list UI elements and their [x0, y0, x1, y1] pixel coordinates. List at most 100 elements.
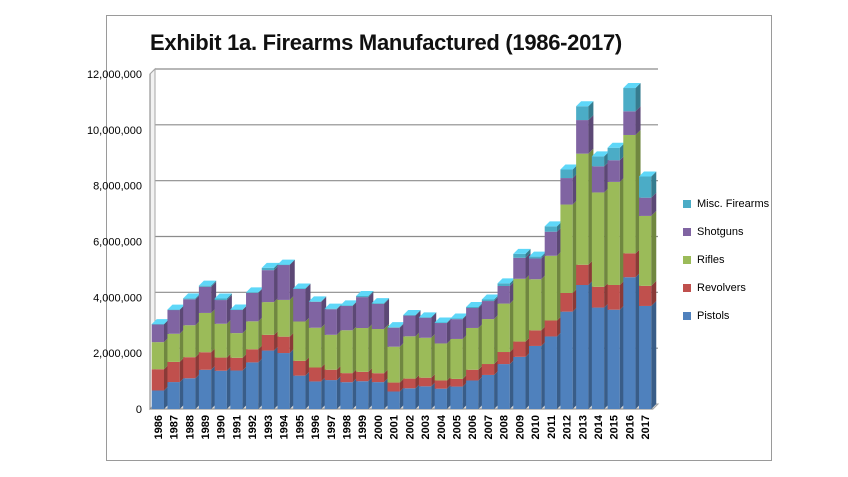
bar-rifles-1997: [324, 334, 337, 370]
bar-shotguns-2009: [513, 257, 526, 279]
bar-revolvers-1987: [167, 361, 180, 383]
bar-shotguns-1998: [340, 306, 353, 331]
bar-top-misc-firearms-1997: [324, 303, 342, 309]
bar-shotguns-2013: [576, 120, 589, 154]
bar-side-shotguns-2000: [384, 298, 390, 330]
bar-revolvers-2017: [639, 285, 652, 306]
x-tick-label: 2011: [546, 415, 558, 439]
bar-pistols-2003: [418, 386, 432, 409]
bar-top-misc-firearms-1996: [308, 296, 327, 302]
bar-rifles-2003: [418, 337, 432, 378]
bar-shotguns-1995: [293, 288, 306, 322]
bar-shotguns-2001: [387, 327, 400, 347]
bar-rifles-2017: [639, 215, 652, 286]
bar-revolvers-1997: [324, 369, 337, 381]
chart-title: Exhibit 1a. Firearms Manufactured (1986-…: [150, 30, 622, 55]
bar-top-misc-firearms-1989: [198, 280, 217, 286]
bar-misc-firearms-2003: [418, 317, 432, 318]
bar-side-rifles-2017: [651, 210, 657, 286]
bar-revolvers-2007: [481, 364, 495, 375]
bar-top-misc-firearms-1994: [277, 259, 295, 265]
bar-misc-firearms-2013: [576, 106, 589, 121]
x-tick-label: 2013: [577, 415, 589, 439]
x-tick-label: 2001: [389, 415, 401, 439]
x-tick-label: 1991: [231, 415, 243, 439]
bar-shotguns-2014: [591, 166, 605, 193]
bar-pistols-1986: [151, 390, 164, 409]
legend-label: Rifles: [697, 254, 725, 266]
x-tick-label: 1996: [310, 415, 322, 439]
bar-pistols-2008: [497, 364, 510, 409]
bar-side-misc-firearms-1996: [321, 296, 327, 302]
x-tick-label: 2016: [624, 415, 636, 439]
bar-revolvers-1988: [183, 357, 196, 379]
bar-pistols-2015: [607, 309, 620, 409]
bar-rifles-2007: [481, 319, 495, 365]
x-tick-label: 2015: [609, 415, 621, 439]
bar-side-misc-firearms-2009: [525, 248, 531, 258]
bar-revolvers-2011: [544, 320, 557, 337]
bar-pistols-2004: [434, 388, 447, 409]
bar-misc-firearms-2015: [607, 147, 620, 161]
bar-revolvers-2014: [591, 286, 605, 308]
bar-rifles-2012: [560, 204, 573, 293]
bar-revolvers-1986: [151, 369, 164, 391]
bar-pistols-1995: [293, 375, 306, 409]
bar-revolvers-2016: [623, 253, 636, 278]
bar-misc-firearms-2014: [591, 156, 605, 167]
x-tick-label: 2000: [373, 415, 385, 439]
y-tick-label: 4,000,000: [93, 292, 142, 304]
bar-pistols-2011: [544, 336, 557, 409]
bar-rifles-2008: [497, 303, 510, 353]
bar-rifles-2006: [466, 327, 479, 370]
bar-rifles-1989: [198, 312, 212, 353]
bar-pistols-2002: [403, 388, 416, 409]
y-tick-label: 12,000,000: [87, 69, 142, 81]
bar-top-misc-firearms-2009: [513, 248, 531, 254]
bar-shotguns-1999: [356, 297, 369, 329]
bar-pistols-1987: [167, 382, 180, 409]
x-tick-label: 1987: [169, 415, 181, 439]
bar-side-misc-firearms-2016: [635, 83, 641, 112]
bar-shotguns-1992: [246, 292, 259, 322]
legend-item-shotguns: Shotguns: [683, 218, 773, 246]
x-tick-label: 1993: [263, 415, 275, 439]
bar-top-misc-firearms-1988: [183, 293, 201, 299]
bar-top-misc-firearms-2002: [403, 310, 421, 316]
bar-top-misc-firearms-2001: [387, 322, 405, 328]
bar-rifles-1998: [340, 330, 353, 374]
bar-pistols-2010: [528, 345, 542, 409]
bar-rifles-1990: [214, 323, 227, 358]
legend-swatch: [683, 228, 691, 236]
bar-misc-firearms-2012: [560, 169, 573, 179]
bar-revolvers-1996: [308, 367, 322, 382]
bar-pistols-1997: [324, 380, 337, 409]
x-axis-ticks: 1986 1987 1988 1989 1990 1991 1992 1993 1994 1995…: [153, 414, 652, 439]
bar-shotguns-2004: [434, 323, 447, 344]
bar-revolvers-1989: [198, 352, 212, 370]
bar-top-misc-firearms-2006: [466, 302, 484, 308]
y-tick-label: 0: [136, 404, 142, 416]
bar-misc-firearms-1992: [246, 292, 259, 293]
x-tick-label: 2014: [593, 414, 605, 439]
bar-top-misc-firearms-2005: [450, 313, 468, 319]
bar-pistols-1992: [246, 362, 259, 409]
bar-rifles-2004: [434, 343, 447, 381]
bar-top-misc-firearms-2003: [418, 312, 437, 318]
bar-pistols-1994: [277, 353, 290, 409]
bar-shotguns-2010: [528, 258, 542, 280]
bar-revolvers-2005: [450, 378, 463, 387]
bar-revolvers-1990: [214, 357, 227, 371]
bar-revolvers-1991: [230, 357, 243, 371]
x-tick-label: 2006: [467, 415, 479, 439]
bar-shotguns-1989: [198, 286, 212, 313]
x-tick-label: 1992: [247, 415, 259, 439]
bar-misc-firearms-1996: [308, 301, 322, 302]
bar-shotguns-1988: [183, 299, 196, 326]
bar-pistols-1988: [183, 378, 196, 409]
legend-item-rifles: Rifles: [683, 246, 773, 274]
legend-item-pistols: Pistols: [683, 302, 773, 330]
bar-shotguns-1996: [308, 301, 322, 328]
bar-revolvers-2000: [371, 373, 385, 383]
bar-rifles-2005: [450, 338, 463, 379]
